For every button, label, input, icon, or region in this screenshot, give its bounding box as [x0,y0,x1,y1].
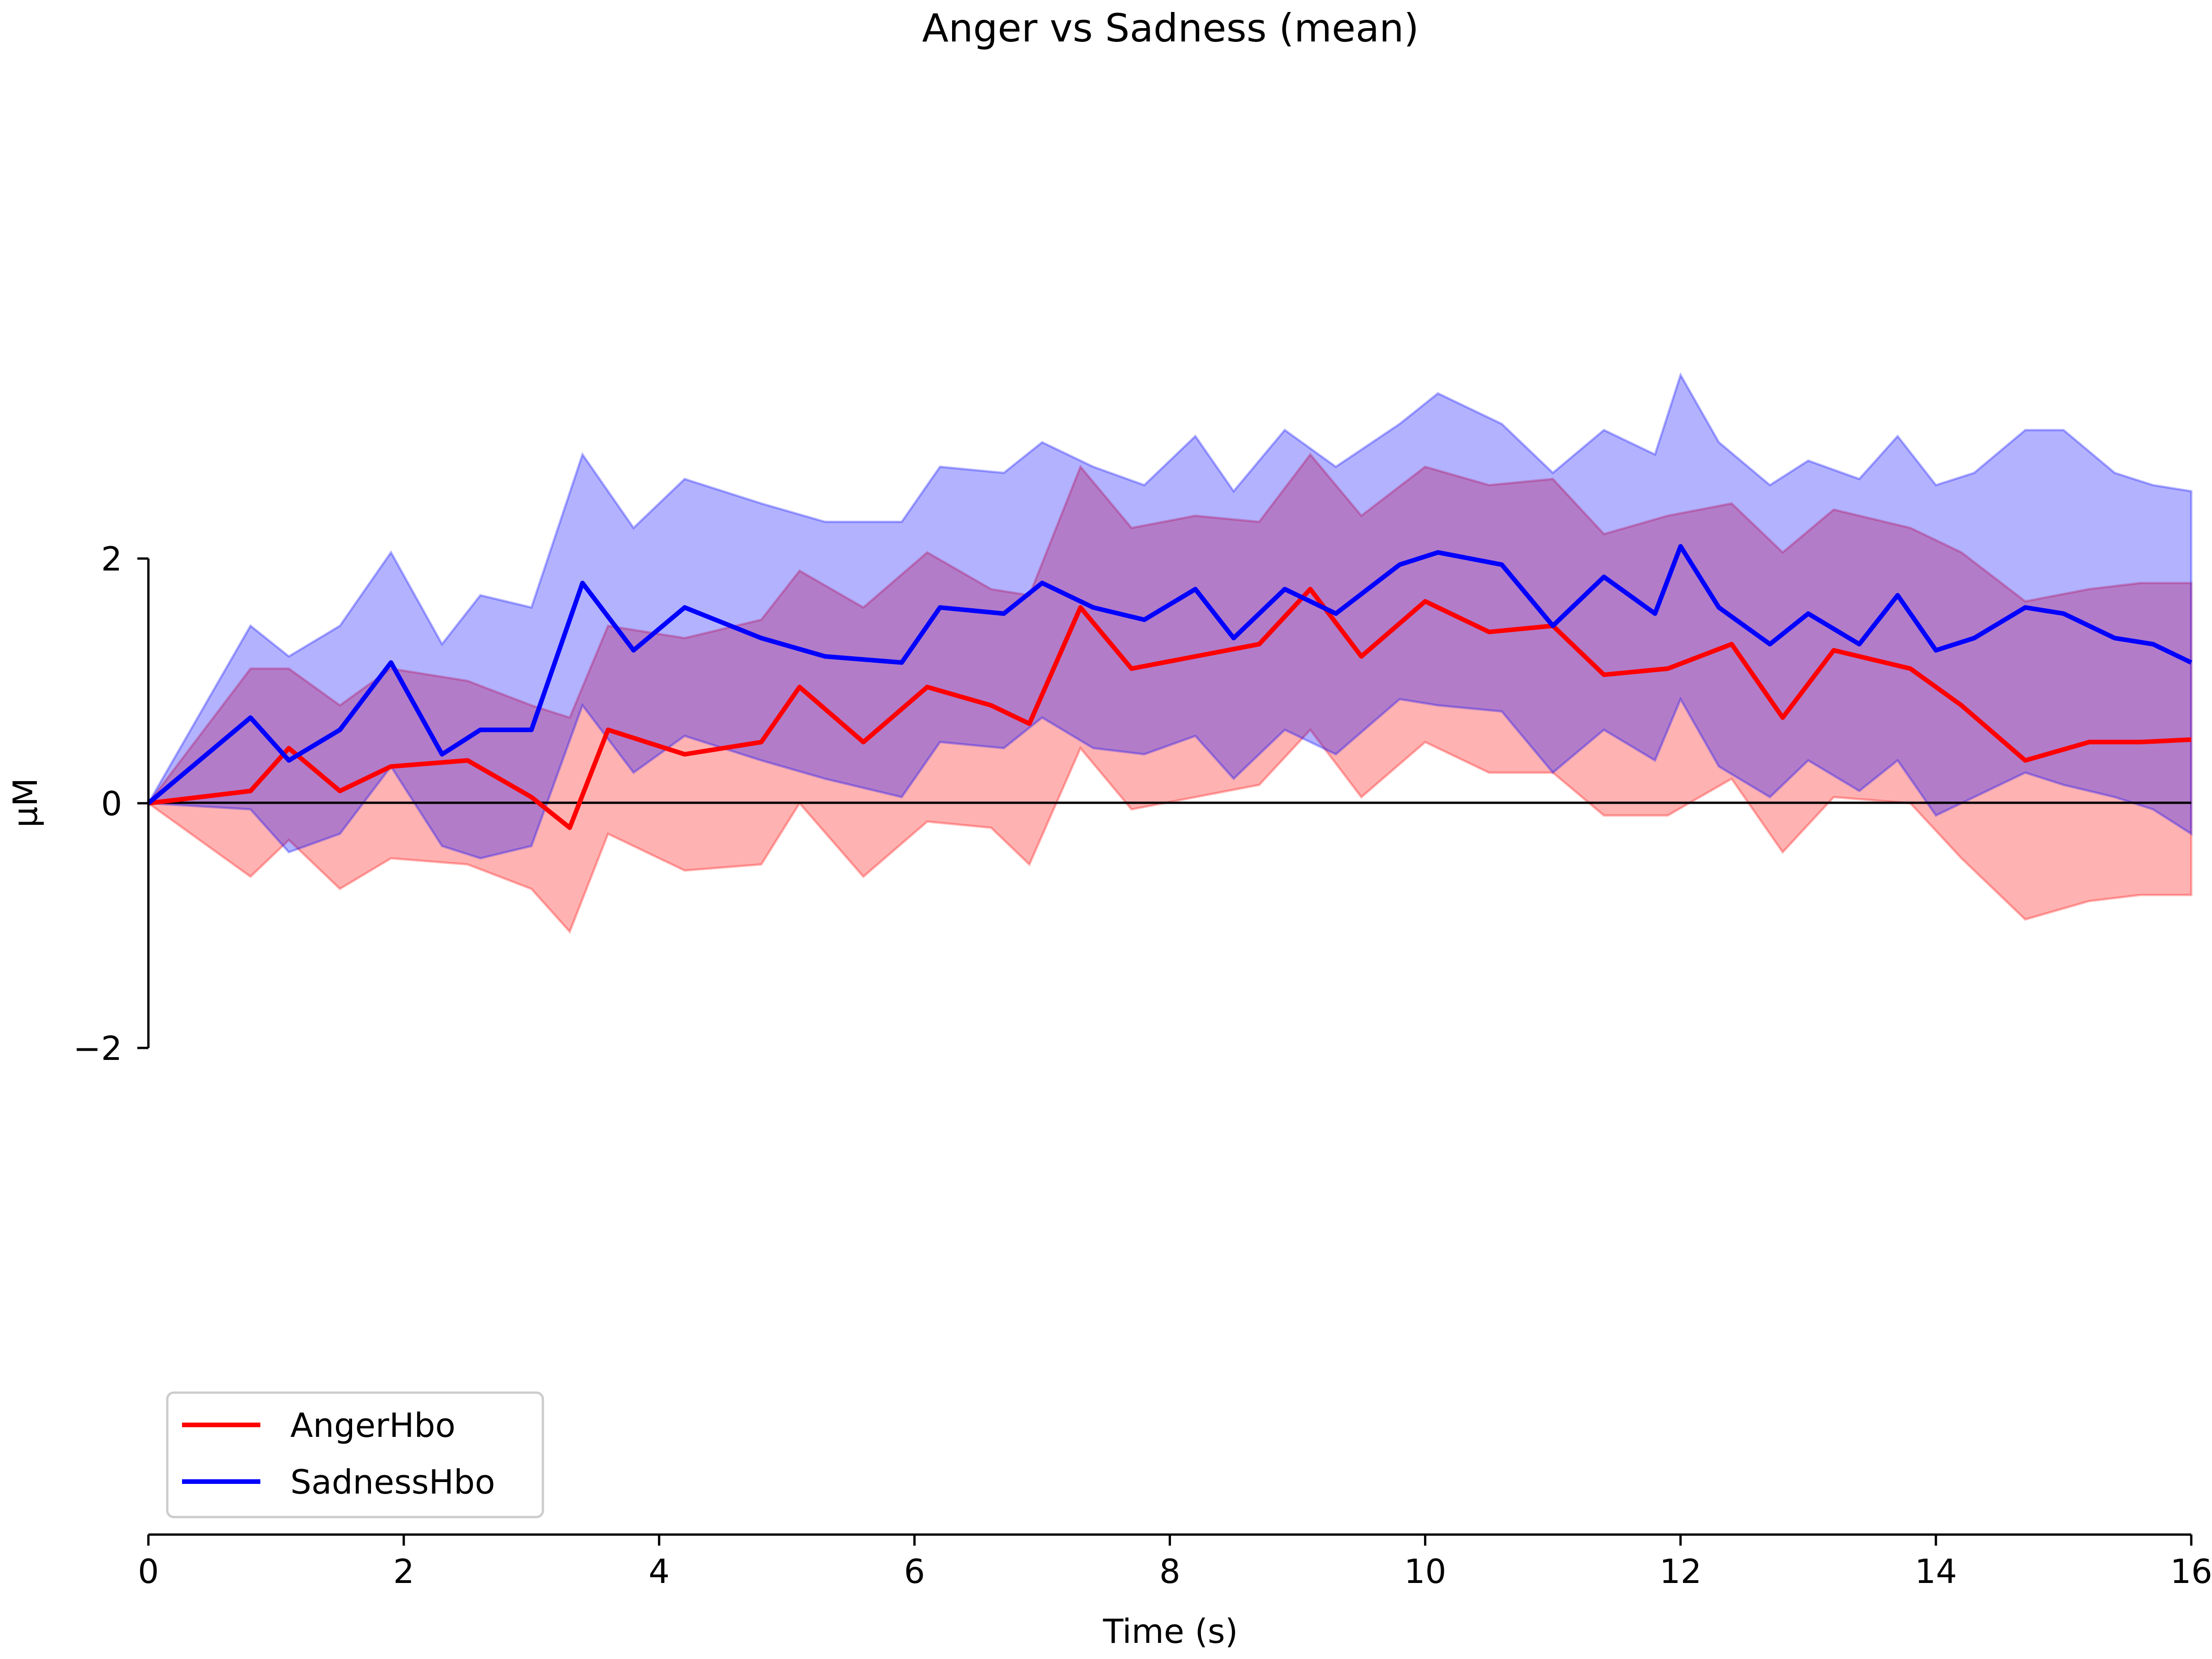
y-axis: −2 0 2 µM [6,540,150,1068]
x-tick-label: 0 [138,1552,159,1591]
chart-title: Anger vs Sadness (mean) [922,6,1419,51]
x-tick-label: 16 [2170,1552,2212,1591]
x-tick-label: 2 [393,1552,414,1591]
x-axis-label: Time (s) [1103,1612,1238,1651]
y-tick-label: 2 [101,540,122,578]
confidence-bands [146,372,2193,934]
legend-label-anger: AngerHbo [290,1406,455,1445]
y-axis-label: µM [6,778,45,828]
x-tick-label: 14 [1915,1552,1957,1591]
y-ticks: −2 0 2 [73,540,148,1068]
x-tick-label: 10 [1404,1552,1447,1591]
x-ticks: 0 2 4 6 8 10 12 14 16 [138,1535,2212,1591]
angerhbo-confidence-band [147,453,2193,934]
y-tick-label: −2 [73,1029,122,1068]
plot-area [146,372,2193,934]
angerhbo-line [148,587,2192,830]
x-tick-label: 6 [904,1552,925,1591]
legend-label-sadness: SadnessHbo [290,1463,495,1501]
sadnesshbo-line [147,544,2193,805]
series-lines [147,544,2193,830]
legend: AngerHbo SadnessHbo [166,1391,544,1518]
x-tick-label: 8 [1159,1552,1181,1591]
legend-box [166,1391,544,1518]
x-tick-label: 4 [648,1552,670,1591]
x-axis: 0 2 4 6 8 10 12 14 16 Time (s) [138,1533,2212,1651]
y-tick-label: 0 [101,784,122,823]
x-tick-label: 12 [1659,1552,1702,1591]
